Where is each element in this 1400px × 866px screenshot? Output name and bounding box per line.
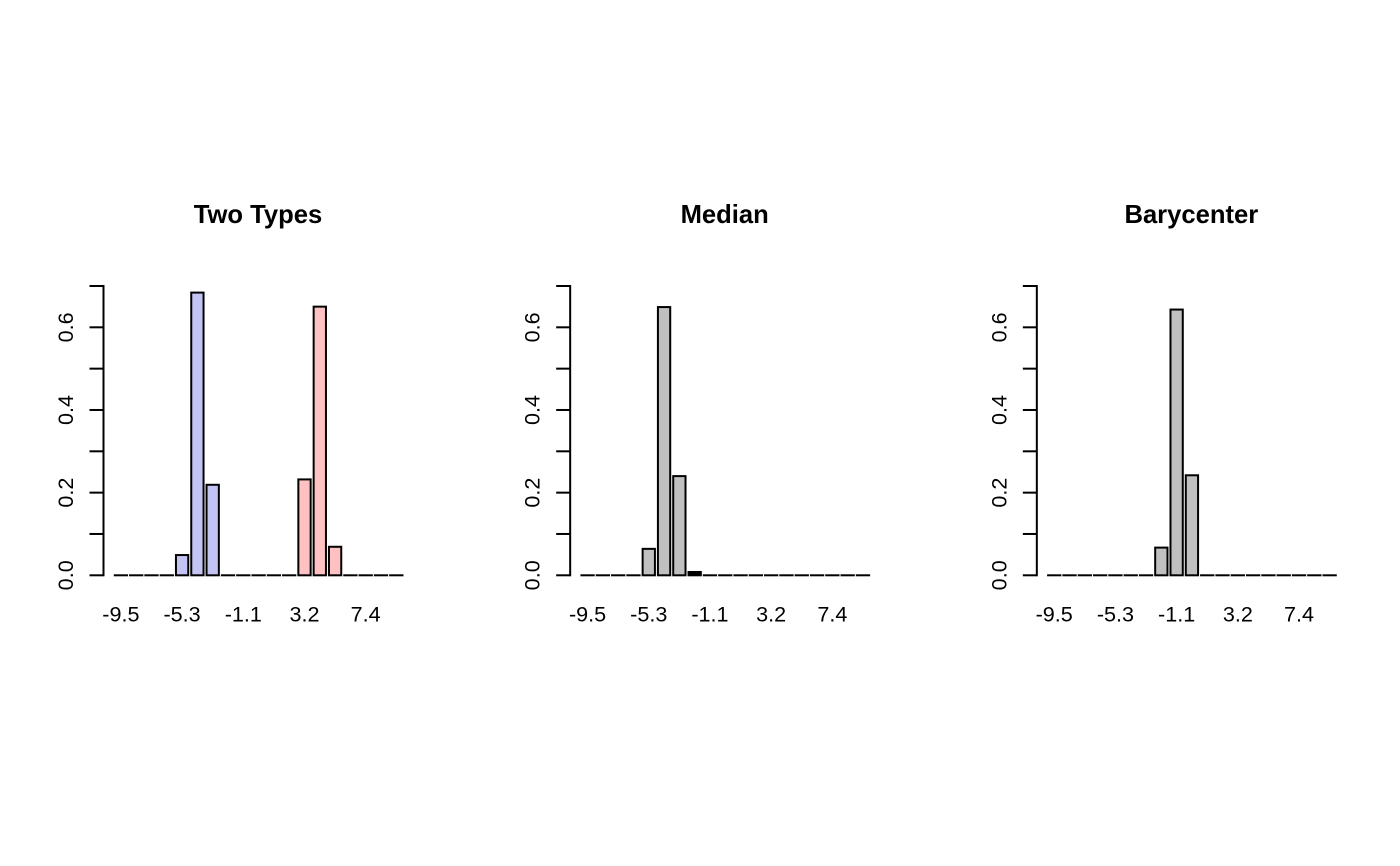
- svg-text:-9.5: -9.5: [569, 601, 606, 626]
- svg-text:0.6: 0.6: [53, 312, 78, 342]
- svg-text:3.2: 3.2: [1223, 601, 1253, 626]
- svg-text:0.0: 0.0: [53, 560, 78, 590]
- svg-text:0.4: 0.4: [520, 395, 545, 425]
- svg-text:Barycenter: Barycenter: [1124, 201, 1258, 229]
- svg-text:0.2: 0.2: [986, 478, 1011, 508]
- svg-text:7.4: 7.4: [1284, 601, 1314, 626]
- svg-text:-9.5: -9.5: [102, 601, 139, 626]
- svg-text:3.2: 3.2: [756, 601, 786, 626]
- svg-text:7.4: 7.4: [351, 601, 381, 626]
- svg-text:0.2: 0.2: [520, 478, 545, 508]
- svg-text:0.0: 0.0: [520, 560, 545, 590]
- svg-text:-1.1: -1.1: [225, 601, 262, 626]
- svg-text:-1.1: -1.1: [691, 601, 728, 626]
- svg-text:-5.3: -5.3: [1097, 601, 1134, 626]
- svg-text:0.0: 0.0: [986, 560, 1011, 590]
- svg-text:0.6: 0.6: [986, 312, 1011, 342]
- svg-text:Median: Median: [681, 201, 769, 229]
- svg-text:-5.3: -5.3: [630, 601, 667, 626]
- svg-text:0.2: 0.2: [53, 478, 78, 508]
- svg-text:Two Types: Two Types: [194, 201, 322, 229]
- svg-text:0.4: 0.4: [53, 395, 78, 425]
- svg-text:3.2: 3.2: [289, 601, 319, 626]
- svg-text:0.6: 0.6: [520, 312, 545, 342]
- svg-text:-5.3: -5.3: [163, 601, 200, 626]
- svg-text:0.4: 0.4: [986, 395, 1011, 425]
- svg-text:-1.1: -1.1: [1158, 601, 1195, 626]
- svg-text:-9.5: -9.5: [1036, 601, 1073, 626]
- svg-text:7.4: 7.4: [817, 601, 847, 626]
